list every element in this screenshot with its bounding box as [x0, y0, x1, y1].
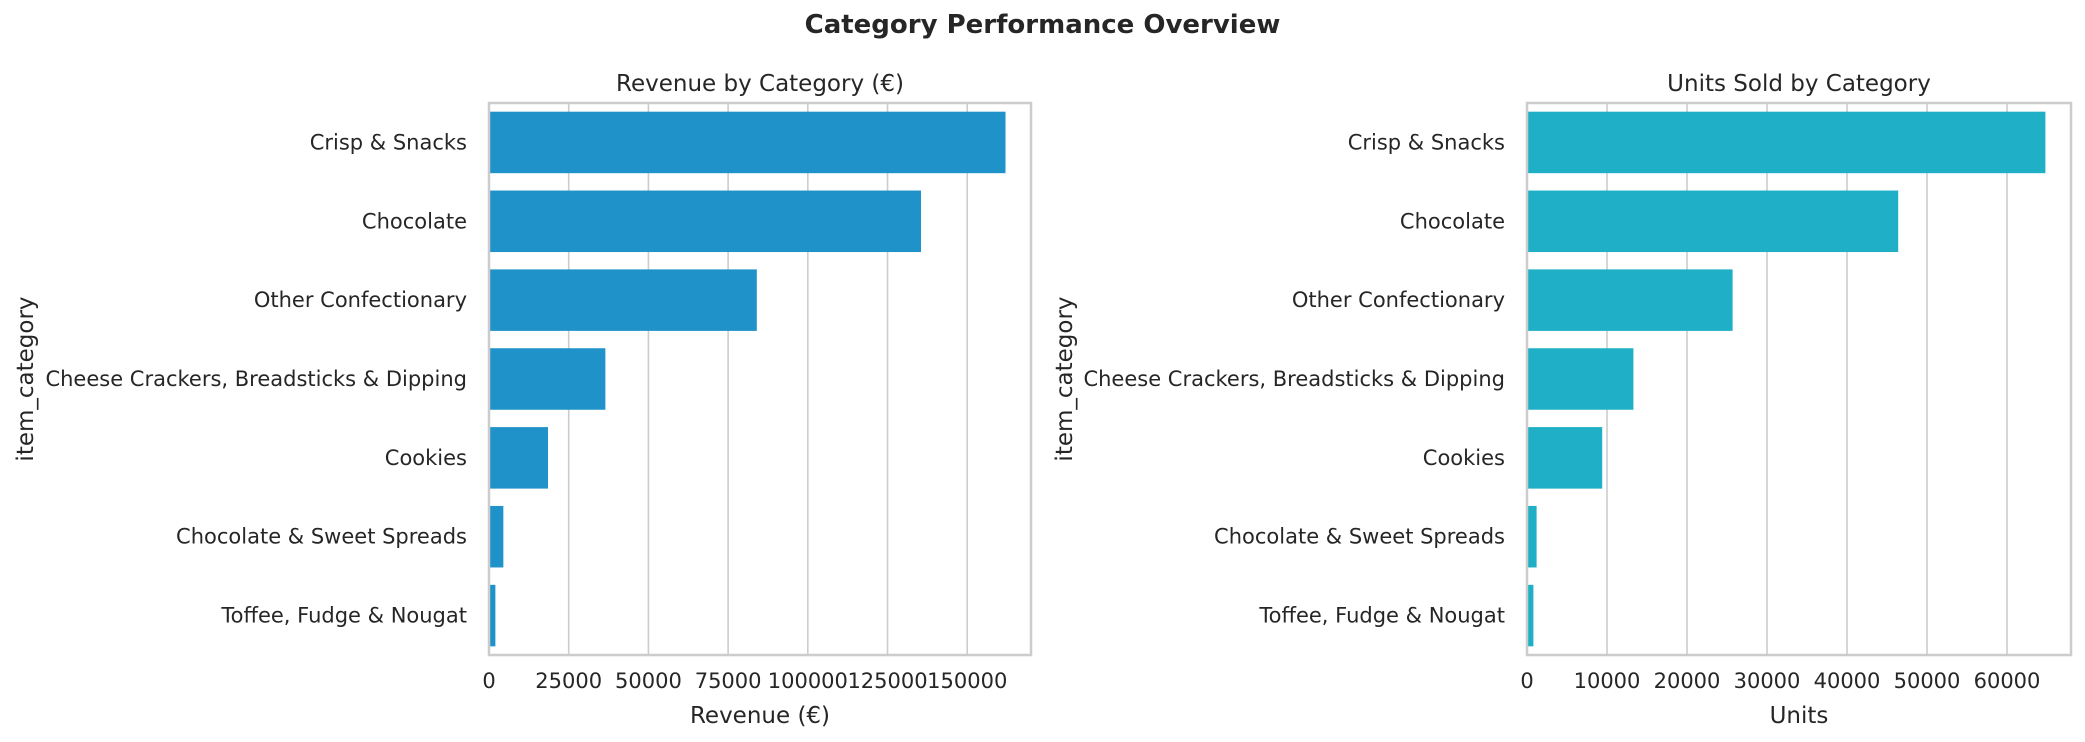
y-tick-label: Toffee, Fudge & Nougat — [220, 604, 467, 628]
y-tick-label: Crisp & Snacks — [1348, 130, 1505, 154]
x-tick-label: 125000 — [847, 669, 927, 693]
y-tick-label: Chocolate — [362, 209, 467, 233]
chart-title: Revenue by Category (€) — [616, 71, 904, 97]
bar — [1527, 505, 1537, 568]
y-tick-label: Cheese Crackers, Breadsticks & Dipping — [1083, 367, 1505, 391]
bar — [489, 348, 606, 410]
x-tick-label: 0 — [482, 669, 495, 693]
bar — [489, 269, 757, 331]
x-tick-label: 50000 — [615, 669, 682, 693]
x-tick-label: 40000 — [1814, 669, 1881, 693]
bar — [1527, 111, 2046, 174]
x-tick-label: 100000 — [768, 669, 848, 693]
x-tick-label: 20000 — [1654, 669, 1721, 693]
x-tick-label: 150000 — [927, 669, 1007, 693]
axes-frame — [487, 101, 1033, 657]
y-tick-label: Other Confectionary — [1292, 288, 1505, 312]
x-tick-label: 10000 — [1574, 669, 1641, 693]
x-axis-label: Revenue (€) — [690, 703, 830, 729]
x-tick-label: 25000 — [535, 669, 602, 693]
bar — [489, 427, 548, 489]
x-tick-label: 75000 — [695, 669, 762, 693]
chart-title: Units Sold by Category — [1667, 71, 1931, 97]
y-tick-label: Cheese Crackers, Breadsticks & Dipping — [45, 367, 467, 391]
y-tick-label: Cookies — [385, 446, 467, 470]
axes-frame — [1525, 101, 2073, 657]
bar — [1527, 190, 1899, 253]
bar — [489, 584, 496, 647]
bar — [1527, 348, 1634, 410]
y-axis-label: item_category — [13, 296, 39, 461]
bar — [489, 111, 1006, 174]
bar — [1527, 269, 1733, 331]
y-tick-label: Crisp & Snacks — [310, 130, 467, 154]
y-tick-label: Chocolate — [1400, 209, 1505, 233]
chart-2: Crisp & Snacks Chocolate Other Confectiona… — [1052, 71, 2073, 729]
y-tick-label: Cookies — [1423, 446, 1505, 470]
bar — [1527, 427, 1603, 489]
y-tick-label: Toffee, Fudge & Nougat — [1258, 604, 1505, 628]
bar — [489, 505, 504, 568]
x-tick-label: 30000 — [1734, 669, 1801, 693]
x-axis-label: Units — [1770, 703, 1829, 729]
y-tick-label: Chocolate & Sweet Spreads — [1214, 525, 1505, 549]
y-axis-label: item_category — [1052, 296, 1078, 461]
figure-title: Category Performance Overview — [804, 10, 1281, 40]
x-tick-label: 0 — [1520, 669, 1533, 693]
y-tick-label: Other Confectionary — [254, 288, 467, 312]
bar — [1527, 584, 1534, 647]
chart-1: Crisp & Snacks Chocolate Other Confectiona… — [13, 71, 1033, 729]
y-tick-label: Chocolate & Sweet Spreads — [176, 525, 467, 549]
x-tick-label: 50000 — [1894, 669, 1961, 693]
x-tick-label: 60000 — [1974, 669, 2041, 693]
bar — [489, 190, 922, 253]
